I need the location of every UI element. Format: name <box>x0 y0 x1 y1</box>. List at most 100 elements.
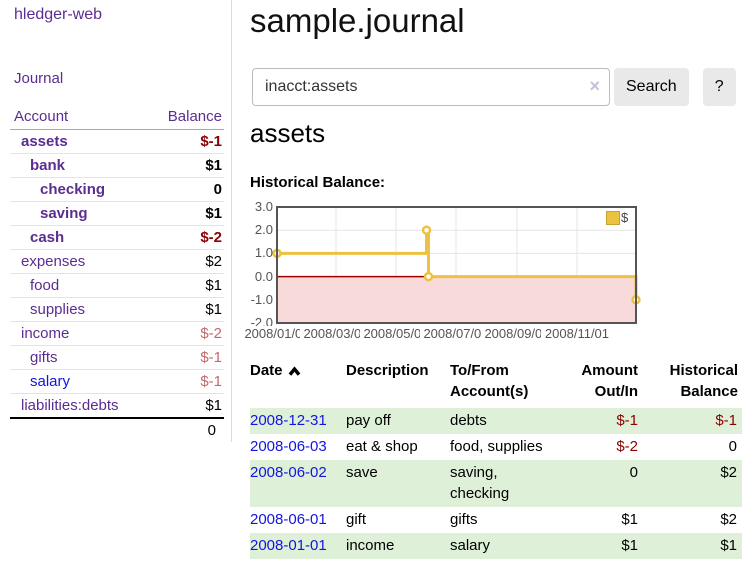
register-cell-accounts: gifts <box>450 511 478 528</box>
y-axis-tick-label: 1.0 <box>254 245 273 261</box>
register-cell-accounts: debts <box>450 408 562 434</box>
chart-legend: $ <box>606 210 628 225</box>
register-cell-balance: $2 <box>720 511 737 528</box>
date-link[interactable]: 2008-06-02 <box>250 464 327 481</box>
account-balance: $-2 <box>200 229 222 246</box>
y-axis-tick-label: 0.0 <box>254 268 273 284</box>
x-axis-tick-label: 2008/07/01 <box>420 326 492 342</box>
accounts-total-row: 0 <box>10 417 224 443</box>
account-row: liabilities:debts $1 <box>10 394 224 417</box>
account-row: bank $1 <box>10 154 224 178</box>
table-row: 2008-06-03 eat & shop food, supplies $-2 0 <box>250 434 742 460</box>
search-button[interactable]: Search <box>614 68 689 106</box>
accounts-table: Account Balance assets $-1 bank $1 checking 0… <box>10 104 224 443</box>
sidebar-item-journal[interactable]: Journal <box>14 70 64 87</box>
accounts-table-header: Account Balance <box>10 104 224 130</box>
account-link[interactable]: bank <box>30 157 66 174</box>
register-cell-date: 2008-12-31 <box>250 408 346 434</box>
account-link[interactable]: gifts <box>30 349 58 366</box>
x-axis-tick-label: 2008/11/01 <box>540 326 613 342</box>
account-balance: $-2 <box>200 325 222 342</box>
account-link[interactable]: liabilities:debts <box>21 397 119 414</box>
sort-asc-icon[interactable] <box>288 366 301 376</box>
account-row: income $-2 <box>10 322 224 346</box>
date-link[interactable]: 2008-06-03 <box>250 438 327 455</box>
x-axis-tick-label: 2008/09/01 <box>480 326 553 342</box>
register-cell-amount: 0 <box>562 460 642 507</box>
account-link[interactable]: supplies <box>30 301 86 318</box>
account-balance: $1 <box>205 157 222 174</box>
date-link[interactable]: 2008-12-31 <box>250 412 327 429</box>
table-row: 2008-06-01 gift gifts $1 $2 <box>250 507 742 533</box>
register-cell-date: 2008-01-01 <box>250 533 346 559</box>
account-balance: $1 <box>205 397 222 414</box>
x-axis-tick-label: 2008/01/01 <box>241 326 313 342</box>
account-link[interactable]: saving <box>40 205 88 222</box>
account-link[interactable]: assets <box>21 133 68 150</box>
account-row: saving $1 <box>10 202 224 226</box>
register-header-historical-balance: Historical Balance <box>669 362 738 400</box>
x-axis-tick-label: 2008/03/01 <box>300 326 372 342</box>
account-row: assets $-1 <box>10 130 224 154</box>
register-header-description: Description <box>346 362 429 379</box>
account-link[interactable]: salary <box>30 373 71 390</box>
register-header-date[interactable]: Date <box>250 360 346 408</box>
register-cell-description: save <box>346 460 450 507</box>
table-row: 2008-12-31 pay off debts $-1 $-1 <box>250 408 742 434</box>
search-form: × Search ? <box>252 68 736 106</box>
account-balance: $-1 <box>200 349 222 366</box>
register-cell-balance: 0 <box>728 438 737 455</box>
register-cell-description: eat & shop <box>346 438 418 455</box>
brand-link[interactable]: hledger-web <box>14 6 103 23</box>
account-title: assets <box>250 118 326 148</box>
register-cell-balance: $1 <box>642 533 742 559</box>
account-balance: $2 <box>205 253 222 270</box>
account-balance: $1 <box>205 277 222 294</box>
x-axis-tick-label: 2008/05/01 <box>360 326 432 342</box>
register-cell-accounts: salary <box>450 533 562 559</box>
accounts-total-value: 0 <box>207 422 216 439</box>
table-row: 2008-06-02 save saving, checking 0 $2 <box>250 460 742 507</box>
y-axis-tick-label: 2.0 <box>254 222 273 238</box>
account-row: salary $-1 <box>10 370 224 394</box>
register-cell-accounts: saving, checking <box>450 460 562 507</box>
table-row: 2008-01-01 income salary $1 $1 <box>250 533 742 559</box>
account-row: gifts $-1 <box>10 346 224 370</box>
register-cell-amount: $-1 <box>562 408 642 434</box>
register-cell-balance: $-1 <box>642 408 742 434</box>
date-link[interactable]: 2008-01-01 <box>250 537 327 554</box>
account-balance: $-1 <box>200 373 222 390</box>
accounts-header-account: Account <box>14 108 69 125</box>
register-header-to-from-account-s: To/From Account(s) <box>450 362 529 400</box>
account-link[interactable]: income <box>21 325 70 342</box>
register-cell-amount: $-2 <box>616 438 638 455</box>
page-title: sample.journal <box>250 2 465 39</box>
register-cell-accounts: food, supplies <box>450 438 543 455</box>
account-row: food $1 <box>10 274 224 298</box>
register-cell-date: 2008-06-03 <box>250 434 346 460</box>
accounts-header-balance: Balance <box>167 108 222 125</box>
account-link[interactable]: expenses <box>21 253 86 270</box>
search-input[interactable] <box>252 68 610 106</box>
clear-search-icon[interactable]: × <box>589 76 600 96</box>
register-cell-date: 2008-06-02 <box>250 460 346 507</box>
register-header-amount-out-in: Amount Out/In <box>581 362 638 400</box>
account-link[interactable]: cash <box>30 229 65 246</box>
legend-swatch-icon <box>606 210 620 225</box>
register-cell-amount: $1 <box>621 511 638 528</box>
register-cell-description: pay off <box>346 408 450 434</box>
account-balance: $1 <box>205 301 222 318</box>
register-cell-balance: $2 <box>642 460 742 507</box>
account-link[interactable]: food <box>30 277 60 294</box>
y-axis-tick-label: 3.0 <box>254 199 273 214</box>
register-table: Date Description To/From Account(s) Amount … <box>250 360 742 559</box>
accounts-rows: assets $-1 bank $1 checking 0 saving $1 cash $-2 e… <box>10 130 224 417</box>
account-link[interactable]: checking <box>40 181 106 198</box>
search-field-wrap: × <box>252 68 610 106</box>
historical-balance-chart: 3.0 2.0 1.0 0.0 -1.0 -2.0 2008/01/01 2008/03/01… <box>241 199 742 350</box>
register-cell-description: income <box>346 533 450 559</box>
help-button[interactable]: ? <box>702 68 736 106</box>
chart-canvas <box>272 206 641 324</box>
account-balance: $1 <box>205 205 222 222</box>
date-link[interactable]: 2008-06-01 <box>250 511 327 528</box>
